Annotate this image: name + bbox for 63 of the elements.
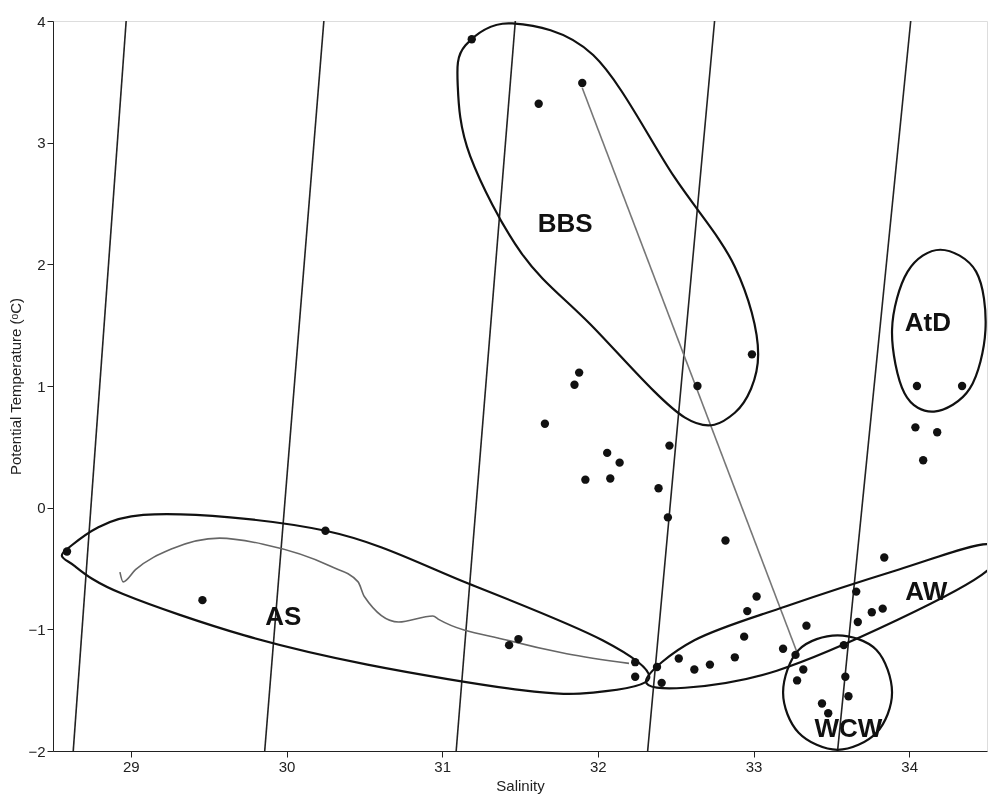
point — [693, 381, 702, 391]
point — [878, 604, 887, 613]
point — [743, 606, 752, 616]
annotation: AtD — [904, 306, 951, 337]
point — [853, 617, 862, 627]
annotation: BBS — [537, 208, 593, 239]
point — [912, 381, 922, 391]
point — [578, 78, 587, 88]
x-tick-label: 33 — [745, 757, 763, 775]
x-tick-label: 31 — [434, 757, 452, 775]
point — [918, 456, 928, 465]
y-tick-label: 0 — [37, 499, 46, 517]
y-axis-title: Potential Temperature (ᵒC) — [7, 297, 25, 476]
point — [799, 665, 808, 674]
point — [657, 678, 666, 688]
x-tick-label: 32 — [589, 757, 607, 775]
point — [540, 419, 550, 428]
point — [690, 665, 699, 674]
point — [631, 672, 640, 681]
point — [574, 368, 584, 377]
y-tick-label: −2 — [28, 742, 46, 760]
point — [778, 644, 788, 653]
point — [880, 553, 889, 562]
y-tick-label: −1 — [28, 620, 46, 638]
point — [730, 653, 739, 662]
point — [747, 350, 757, 359]
point — [674, 654, 683, 663]
point — [504, 640, 514, 650]
x-tick-label: 30 — [278, 757, 296, 775]
point — [841, 672, 850, 681]
line-series — [119, 537, 630, 665]
point — [852, 587, 861, 596]
point — [606, 474, 615, 483]
point — [752, 592, 761, 601]
x-axis-title: Salinity — [496, 776, 546, 794]
point — [665, 441, 674, 450]
point — [911, 423, 920, 432]
point — [957, 381, 967, 391]
point — [534, 99, 543, 108]
point — [705, 660, 715, 669]
x-tick-label: 34 — [901, 757, 919, 775]
point — [514, 634, 523, 644]
y-tick-label: 3 — [37, 134, 46, 152]
point — [602, 448, 612, 458]
point — [817, 699, 827, 708]
point — [198, 595, 207, 605]
point — [581, 475, 590, 484]
y-tick-label: 1 — [37, 377, 46, 395]
x-tick-label: 29 — [122, 757, 140, 775]
y-tick-label: 4 — [37, 12, 46, 30]
point — [570, 380, 579, 389]
point — [867, 608, 876, 617]
point — [802, 621, 811, 630]
point — [615, 458, 624, 467]
point — [721, 536, 730, 545]
y-tick-label: 2 — [37, 255, 46, 273]
point — [654, 484, 663, 493]
point — [739, 632, 749, 641]
point — [933, 428, 942, 437]
point — [663, 513, 673, 522]
annotation: AW — [905, 575, 948, 606]
point — [844, 692, 853, 701]
point — [792, 676, 802, 685]
